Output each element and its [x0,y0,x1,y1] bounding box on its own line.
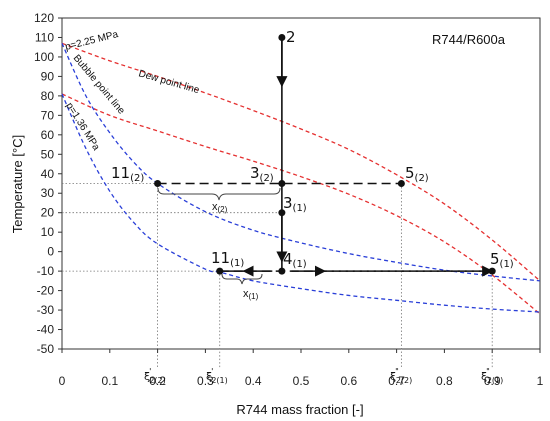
x-tick-label: 0 [59,374,66,388]
x-tick-label: 1 [537,374,544,388]
process-lines [157,37,494,277]
p-low-label: p=1.36 MPa [63,101,101,153]
y-tick-label: 60 [41,128,55,142]
point-label-3-2: 3(2) [250,164,274,184]
x-tick-label: 0.3 [197,374,214,388]
y-tick-label: 10 [41,225,55,239]
y-tick-label: 80 [41,89,55,103]
state-points [154,33,496,275]
y-tick-label: 70 [41,108,55,122]
y-axis-label: Temperature [°C] [10,135,25,233]
phase-curves [61,42,541,315]
x1-brace [221,273,263,285]
state-point [278,267,286,275]
y-tick-label: 0 [47,245,54,259]
bubble-point-line-label: Bubble point line [71,53,127,117]
x-tick-label: 0.7 [388,374,405,388]
xi-label-2-1-double-prime: ξ" 2(1) [481,367,503,385]
point-label-4-1: 4(1) [283,250,307,270]
x-tick-label: 0.5 [293,374,310,388]
point-label-2: 2 [286,28,296,46]
x2-label: x(2) [212,201,228,214]
guide-lines [62,183,493,369]
chart-title: R744/R600a [432,32,506,47]
x-tick-label: 0.2 [149,374,166,388]
point-label-5-1: 5(1) [490,250,514,270]
bubble-point-curve [61,93,541,313]
y-tick-label: 50 [41,147,55,161]
xi-label-2-1-prime: ξ' 2(1) [206,367,228,385]
point-label-11-1: 11(1) [211,249,244,269]
dew-point-curve [61,93,541,315]
axis-ticks: 0 0.1 0.2 0.3 0.4 0.5 0.6 0.7 0.8 0.9 1 -50 -40 -30 -2… [34,11,544,388]
x-tick-label: 0.1 [101,374,118,388]
y-tick-label: -40 [37,323,55,337]
y-tick-label: -10 [37,264,55,278]
y-tick-label: -30 [37,303,55,317]
x-tick-label: 0.6 [340,374,357,388]
y-tick-label: 90 [41,69,55,83]
point-label-3-1: 3(1) [283,194,307,214]
state-point [488,267,496,275]
x2-brace [157,187,281,201]
y-tick-label: 100 [34,50,54,64]
x-axis-label: R744 mass fraction [-] [236,402,363,417]
dew-point-curve [61,42,541,282]
y-tick-label: 40 [41,167,55,181]
x-tick-label: 0.9 [484,374,501,388]
state-point [278,180,286,187]
state-point [397,180,405,187]
state-point [278,33,286,41]
state-point [216,267,224,275]
point-label-5-2: 5(2) [405,164,429,184]
xi-label-2-2-double-prime: ξ" 2(2) [390,367,412,385]
state-point [154,180,162,187]
x-tick-label: 0.4 [245,374,262,388]
y-tick-label: 30 [41,186,55,200]
state-point [278,209,286,217]
y-tick-label: -50 [37,342,55,356]
bubble-point-curve [61,43,541,282]
y-tick-label: -20 [37,284,55,298]
xi-label-2-2-prime: ξ' 2(2) [144,367,166,385]
y-tick-label: 120 [34,11,54,25]
dew-point-line-label: Dew point line [137,68,201,96]
p-high-label: p=2.25 MPa [64,29,120,53]
point-label-11-2: 11(2) [111,164,144,184]
y-tick-label: 110 [35,30,54,44]
x-tick-label: 0.8 [436,374,453,388]
x1-label: x(1) [243,288,259,301]
y-tick-label: 20 [41,206,55,220]
